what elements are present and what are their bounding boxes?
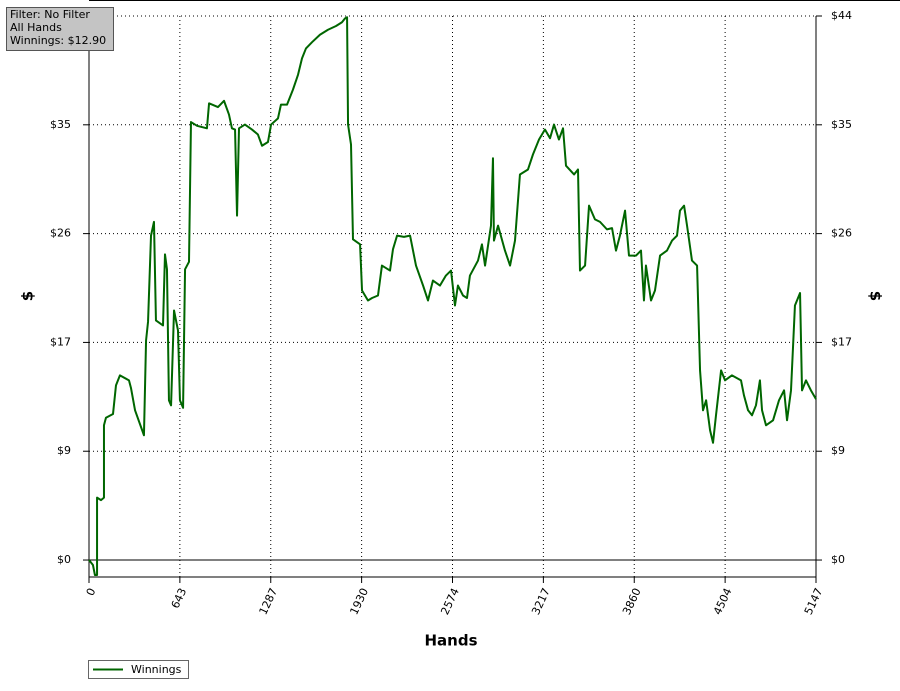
winnings-line [88, 16, 817, 576]
y2-tick-label: $0 [831, 553, 845, 566]
y2-tick-label: $44 [831, 9, 852, 22]
y2-tick-label: $17 [831, 335, 852, 348]
y2-axis-title: $ [867, 291, 885, 301]
legend: Winnings [88, 660, 189, 679]
y-tick-label: $9 [57, 444, 71, 457]
info-text: Winnings: $12.90 [10, 34, 106, 47]
y-tick-label: $17 [50, 335, 71, 348]
y-tick-label: $26 [50, 227, 71, 240]
info-text: Filter: No Filter [10, 8, 90, 21]
info-text: All Hands [10, 21, 62, 34]
info-box-frame [6, 7, 114, 51]
y2-tick-label: $26 [831, 227, 852, 240]
y2-tick-label: $9 [831, 444, 845, 457]
y-tick-label: $0 [57, 553, 71, 566]
y2-tick-label: $35 [831, 118, 852, 131]
info-box: Filter: No Filter All Hands Winnings: $1… [6, 7, 114, 51]
y-axis-title: $ [19, 291, 37, 301]
legend-frame [88, 660, 189, 679]
x-tick-label: 0 [84, 586, 99, 598]
y-tick-label: $35 [50, 118, 71, 131]
x-axis-title: Hands [424, 632, 477, 650]
legend-label: Winnings [131, 663, 182, 676]
